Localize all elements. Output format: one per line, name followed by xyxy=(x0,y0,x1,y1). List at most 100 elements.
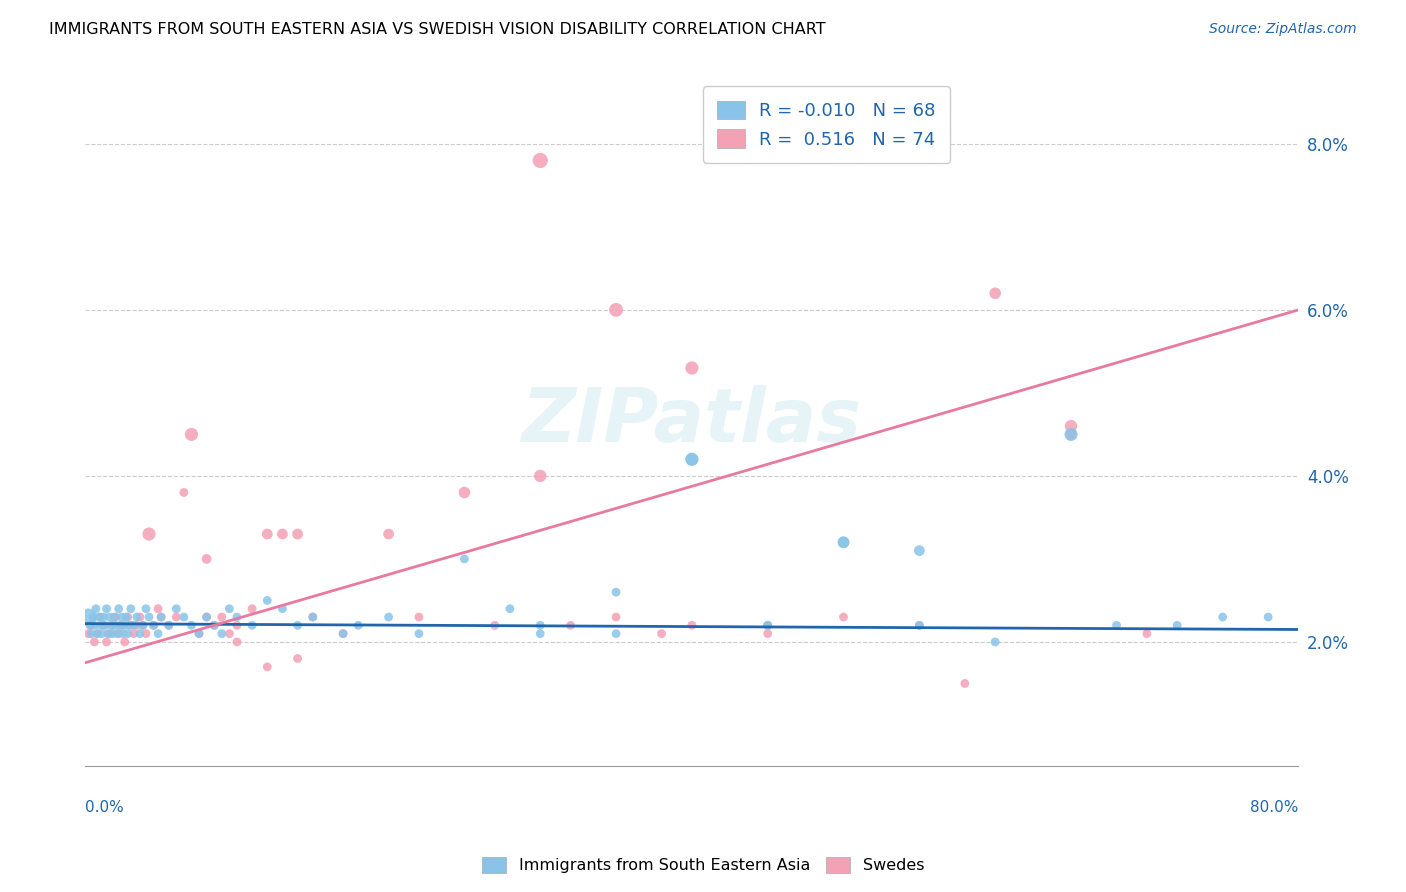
Point xyxy=(120,601,142,615)
Point xyxy=(80,618,103,632)
Point xyxy=(128,626,150,640)
Point xyxy=(1060,419,1083,434)
Point xyxy=(377,610,399,624)
Point xyxy=(984,286,1007,301)
Point xyxy=(132,618,155,632)
Point xyxy=(1166,618,1188,632)
Point xyxy=(211,610,233,624)
Text: 0.0%: 0.0% xyxy=(86,799,124,814)
Point xyxy=(146,601,169,615)
Point xyxy=(681,452,703,467)
Point xyxy=(135,626,157,640)
Point xyxy=(202,618,225,632)
Point xyxy=(332,626,354,640)
Point xyxy=(529,626,551,640)
Point xyxy=(83,618,105,632)
Point xyxy=(157,618,180,632)
Point xyxy=(240,601,263,615)
Point xyxy=(125,610,148,624)
Point xyxy=(96,601,118,615)
Point xyxy=(112,626,135,640)
Point xyxy=(499,601,522,615)
Point xyxy=(1212,610,1234,624)
Point xyxy=(93,618,115,632)
Point xyxy=(165,601,187,615)
Point xyxy=(132,618,155,632)
Point xyxy=(89,610,111,624)
Point xyxy=(301,610,323,624)
Point xyxy=(91,626,114,640)
Point xyxy=(150,610,173,624)
Point xyxy=(226,610,249,624)
Point xyxy=(114,635,136,649)
Text: 80.0%: 80.0% xyxy=(1250,799,1299,814)
Legend: Immigrants from South Eastern Asia, Swedes: Immigrants from South Eastern Asia, Swed… xyxy=(475,850,931,880)
Point xyxy=(195,552,218,566)
Point xyxy=(114,618,136,632)
Point xyxy=(84,601,107,615)
Point xyxy=(226,618,249,632)
Point xyxy=(560,618,582,632)
Point xyxy=(111,618,134,632)
Point xyxy=(117,610,139,624)
Point xyxy=(97,626,120,640)
Point xyxy=(453,552,475,566)
Point xyxy=(180,618,202,632)
Point xyxy=(118,618,141,632)
Point xyxy=(100,618,122,632)
Point xyxy=(104,610,127,624)
Point xyxy=(240,618,263,632)
Point xyxy=(908,618,931,632)
Point xyxy=(83,635,105,649)
Text: ZIPatlas: ZIPatlas xyxy=(522,385,862,458)
Point xyxy=(173,610,195,624)
Point xyxy=(87,610,110,624)
Point xyxy=(756,618,779,632)
Point xyxy=(86,626,108,640)
Point xyxy=(165,610,187,624)
Point xyxy=(271,527,294,541)
Point xyxy=(86,626,108,640)
Point xyxy=(94,618,117,632)
Point xyxy=(120,618,142,632)
Text: Source: ZipAtlas.com: Source: ZipAtlas.com xyxy=(1209,22,1357,37)
Point xyxy=(301,610,323,624)
Point xyxy=(105,626,128,640)
Point xyxy=(605,626,627,640)
Point xyxy=(93,610,115,624)
Point xyxy=(226,635,249,649)
Point xyxy=(103,610,125,624)
Point xyxy=(142,618,165,632)
Point xyxy=(832,610,855,624)
Point xyxy=(96,635,118,649)
Point xyxy=(79,618,101,632)
Point xyxy=(377,527,399,541)
Point xyxy=(104,618,127,632)
Point xyxy=(681,452,703,467)
Point xyxy=(605,302,627,317)
Point xyxy=(98,626,121,640)
Point xyxy=(125,618,148,632)
Point xyxy=(681,361,703,376)
Point xyxy=(256,660,278,674)
Point xyxy=(1136,626,1159,640)
Point xyxy=(80,626,103,640)
Point xyxy=(1060,427,1083,442)
Point xyxy=(605,585,627,599)
Point xyxy=(146,626,169,640)
Point xyxy=(101,626,124,640)
Point xyxy=(953,676,976,690)
Point xyxy=(122,618,145,632)
Point xyxy=(150,610,173,624)
Point xyxy=(107,626,129,640)
Point xyxy=(1257,610,1279,624)
Point xyxy=(287,527,309,541)
Point xyxy=(256,527,278,541)
Point xyxy=(651,626,673,640)
Point xyxy=(256,593,278,607)
Point xyxy=(756,618,779,632)
Point xyxy=(111,610,134,624)
Point xyxy=(202,618,225,632)
Point xyxy=(195,610,218,624)
Point xyxy=(408,610,430,624)
